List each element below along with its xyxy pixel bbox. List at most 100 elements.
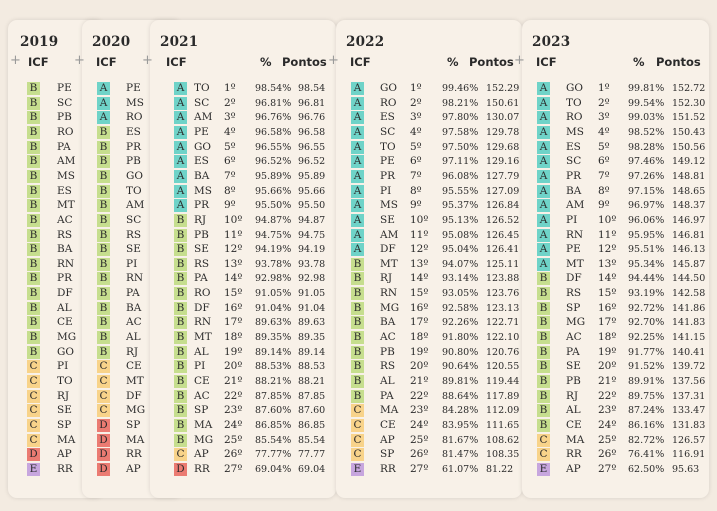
state-code: TO — [566, 96, 582, 109]
percent-value: 95.13% — [442, 214, 479, 226]
points-value: 133.47 — [672, 405, 706, 417]
percent-value: 95.34% — [628, 258, 665, 270]
points-value: 93.78 — [298, 258, 326, 270]
rank: 3º — [598, 111, 610, 124]
year-title: 2021 — [160, 34, 199, 50]
grade-badge: B — [27, 155, 40, 169]
points-value: 123.76 — [486, 288, 520, 300]
state-code: PR — [194, 199, 209, 212]
percent-value: 92.72% — [628, 302, 665, 314]
state-code: MS — [380, 199, 398, 212]
percent-value: 91.77% — [628, 346, 665, 358]
grade-badge: A — [537, 213, 550, 227]
grade-badge: B — [97, 184, 110, 198]
grade-badge: B — [97, 257, 110, 271]
points-value: 108.62 — [486, 434, 520, 446]
percent-value: 90.64% — [442, 361, 479, 373]
state-code: BA — [57, 243, 73, 256]
percent-value: 99.46% — [442, 83, 479, 94]
rank: 26º — [598, 448, 617, 461]
points-value: 142.58 — [672, 288, 706, 300]
state-code: AC — [194, 389, 210, 402]
points-value: 96.76 — [298, 112, 326, 124]
grade-badge: B — [27, 199, 40, 213]
points-value: 137.31 — [672, 390, 706, 402]
state-code: SE — [566, 360, 581, 373]
rank: 2º — [598, 96, 610, 109]
percent-value: 95.04% — [442, 244, 479, 256]
percent-value: 95.51% — [628, 244, 665, 256]
state-code: TO — [194, 82, 210, 94]
percent-value: 77.77% — [255, 449, 292, 461]
points-value: 94.75 — [298, 229, 326, 241]
state-code: RN — [566, 228, 584, 241]
percent-value: 93.05% — [442, 288, 479, 300]
state-code: MA — [566, 433, 585, 446]
points-value: 141.15 — [672, 332, 706, 344]
state-code: SC — [380, 125, 396, 138]
rank: 15º — [598, 287, 617, 300]
grade-badge: B — [27, 169, 40, 183]
points-value: 91.04 — [298, 302, 326, 314]
grade-badge: C — [174, 448, 187, 462]
points-value: 96.55 — [298, 141, 326, 153]
grade-badge: A — [537, 199, 550, 213]
grade-badge: B — [97, 213, 110, 227]
points-value: 95.89 — [298, 170, 326, 182]
rank: 10º — [410, 213, 429, 226]
state-code: CE — [566, 418, 582, 431]
state-code: SP — [380, 448, 395, 461]
rank: 19º — [410, 345, 429, 358]
rank: 11º — [598, 228, 617, 241]
state-code: PB — [194, 228, 209, 241]
points-value: 148.81 — [672, 170, 706, 182]
state-code: MA — [194, 418, 213, 431]
state-code: PE — [566, 243, 581, 256]
state-code: SE — [380, 213, 395, 226]
points-value: 96.81 — [298, 97, 326, 109]
grade-badge: C — [27, 360, 40, 374]
state-code: RR — [380, 462, 396, 475]
grade-badge: B — [27, 243, 40, 257]
state-code: PA — [380, 389, 394, 402]
points-value: 69.04 — [298, 463, 326, 475]
rank: 21º — [410, 375, 429, 387]
state-code: AM — [566, 199, 585, 212]
rank: 13º — [598, 257, 617, 270]
rank: 1º — [410, 82, 422, 94]
points-header: Pontos — [469, 55, 514, 69]
rank: 7º — [410, 169, 422, 182]
points-value: 141.83 — [672, 317, 706, 329]
points-value: 120.76 — [486, 346, 520, 358]
rank: 17º — [410, 316, 429, 329]
grade-badge: B — [27, 345, 40, 359]
percent-value: 98.54% — [255, 83, 292, 94]
grade-badge: A — [174, 199, 187, 213]
percent-value: 94.75% — [255, 229, 292, 241]
rank: 16º — [224, 301, 243, 314]
rank: 6º — [410, 155, 422, 168]
percent-value: 87.60% — [255, 405, 292, 417]
grade-badge: A — [97, 96, 110, 110]
rank: 3º — [224, 111, 236, 124]
grade-badge: A — [351, 125, 364, 139]
state-code: RO — [57, 125, 74, 138]
points-value: 137.56 — [672, 376, 706, 387]
points-header: Pontos — [656, 55, 701, 69]
state-code: PB — [380, 345, 395, 358]
state-code: RJ — [57, 389, 70, 402]
state-code: AP — [380, 433, 395, 446]
points-value: 122.71 — [486, 317, 520, 329]
rank: 18º — [598, 331, 617, 344]
grade-badge: B — [97, 199, 110, 213]
points-value: 144.50 — [672, 273, 706, 285]
grade-badge: B — [174, 228, 187, 242]
percent-value: 83.95% — [442, 419, 479, 431]
percent-value: 99.54% — [628, 97, 665, 109]
points-value: 148.37 — [672, 200, 706, 212]
grade-badge: A — [537, 243, 550, 257]
rank: 23º — [598, 404, 617, 417]
points-value: 141.86 — [672, 302, 706, 314]
points-value: 96.58 — [298, 126, 326, 138]
state-code: MT — [194, 331, 212, 344]
